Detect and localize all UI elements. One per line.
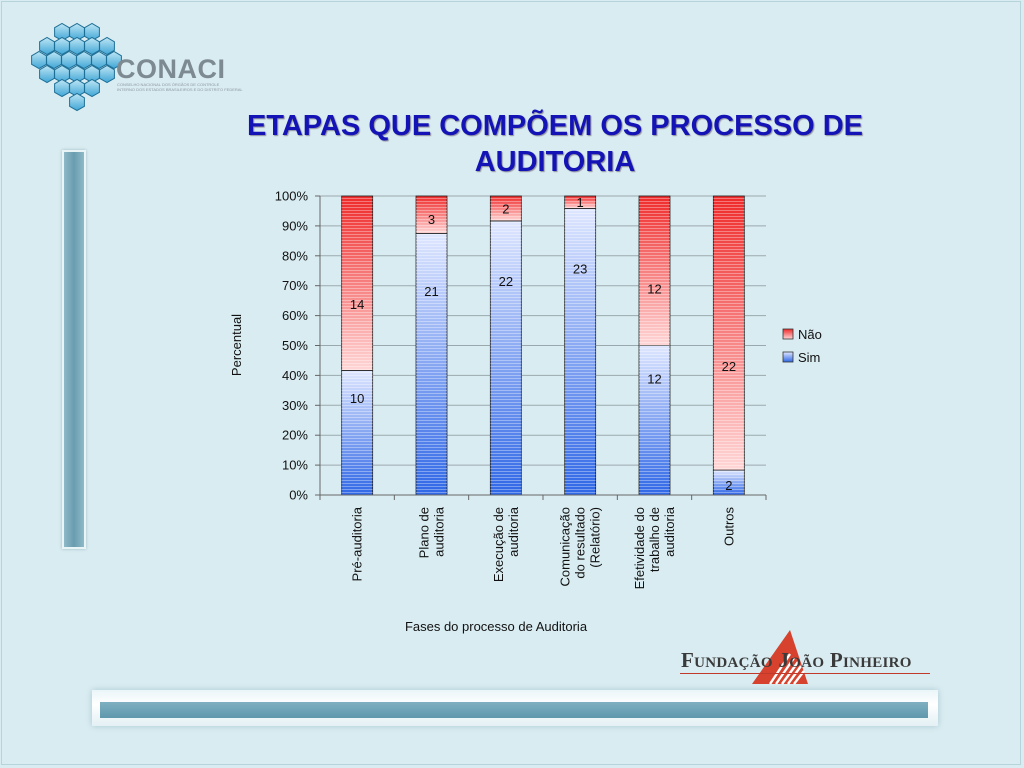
logo-hex-cell xyxy=(106,50,122,70)
conaci-logo-subtitle-2: INTERNO DOS ESTADOS BRASILEIROS E DO DIS… xyxy=(117,87,243,92)
x-tick-label: Efetividade do trabalho de auditoria xyxy=(632,506,677,589)
x-tick-label-line: trabalho de xyxy=(647,507,662,572)
y-tick-label: 90% xyxy=(282,218,308,233)
y-tick-label: 100% xyxy=(275,189,309,204)
x-tick-label: Comunicação do resultado (Relatório) xyxy=(558,507,603,587)
data-label-sim: 10 xyxy=(350,391,364,406)
decorative-side-bar xyxy=(62,150,86,549)
y-tick-label: 60% xyxy=(282,308,308,323)
logo-hex-cell xyxy=(99,64,115,84)
x-tick-label-line: auditoria xyxy=(662,506,677,557)
logo-hex-cell xyxy=(69,92,85,112)
title-line-2: AUDITORIA xyxy=(474,146,636,178)
data-label-nao: 12 xyxy=(647,282,661,297)
bar-texture xyxy=(639,196,670,495)
data-label-sim: 22 xyxy=(499,274,513,289)
bar-texture xyxy=(564,196,596,495)
decorative-bottom-bar xyxy=(92,690,938,726)
y-tick-label: 50% xyxy=(282,338,308,353)
x-tick-label: Outros xyxy=(721,507,736,547)
x-tick-label-line: Outros xyxy=(721,507,736,547)
x-tick-label-line: Plano de xyxy=(417,507,432,558)
fjp-logo-text: Fundação João Pinheiro xyxy=(681,648,912,672)
legend-label: Não xyxy=(798,327,822,342)
data-label-nao: 2 xyxy=(502,201,509,216)
bar-texture xyxy=(490,196,522,495)
page-title: ETAPAS QUE COMPÕEM OS PROCESSO DE AUDITO… xyxy=(160,108,950,180)
legend-swatch xyxy=(782,351,794,363)
data-label-nao: 14 xyxy=(350,297,364,312)
decorative-bottom-bar-fill xyxy=(100,702,928,718)
logo-hex-cell xyxy=(84,22,100,42)
data-label-nao: 22 xyxy=(722,359,736,374)
x-tick-label-line: Efetividade do xyxy=(632,507,647,589)
x-tick-label: Execução de auditoria xyxy=(491,506,521,582)
data-label-nao: 1 xyxy=(577,195,584,210)
x-tick-label: Pré-auditoria xyxy=(350,506,365,581)
x-axis-label: Fases do processo de Auditoria xyxy=(405,619,588,634)
x-tick-label-line: Comunicação xyxy=(558,507,573,587)
y-tick-label: 80% xyxy=(282,248,308,263)
x-tick-label: Plano de auditoria xyxy=(417,506,447,558)
y-axis-label: Percentual xyxy=(229,314,244,376)
y-tick-label: 10% xyxy=(282,458,308,473)
bar-texture xyxy=(713,196,745,495)
x-tick-label-line: do resultado xyxy=(573,507,588,579)
x-tick-label-line: Pré-auditoria xyxy=(350,506,365,581)
y-tick-label: 20% xyxy=(282,428,308,443)
x-tick-label-line: auditoria xyxy=(432,506,447,557)
logo-hex-cell xyxy=(84,78,100,98)
data-label-sim: 2 xyxy=(725,478,732,493)
legend-label: Sim xyxy=(798,350,820,365)
legend-swatch xyxy=(782,328,794,340)
fjp-underline xyxy=(680,673,930,674)
data-label-sim: 21 xyxy=(424,284,438,299)
y-tick-label: 0% xyxy=(289,488,308,503)
data-label-sim: 23 xyxy=(573,261,587,276)
x-tick-label-line: (Relatório) xyxy=(588,507,603,568)
data-label-nao: 3 xyxy=(428,212,435,227)
conaci-logo-subtitle: CONSELHO NACIONAL DOS ÓRGÃOS DE CONTROLE xyxy=(117,82,220,87)
y-tick-label: 40% xyxy=(282,368,308,383)
title-line-1: ETAPAS QUE COMPÕEM OS PROCESSO DE xyxy=(246,110,864,142)
conaci-logo-text: CONACI xyxy=(116,54,226,84)
y-tick-label: 70% xyxy=(282,278,308,293)
bar-texture xyxy=(341,196,373,495)
y-tick-label: 30% xyxy=(282,398,308,413)
bar-texture xyxy=(416,196,447,495)
data-label-sim: 12 xyxy=(647,371,661,386)
x-tick-label-line: auditoria xyxy=(506,506,521,557)
logo-hex-cell xyxy=(99,36,115,56)
conaci-logo-icon xyxy=(31,22,122,112)
x-tick-label-line: Execução de xyxy=(491,507,506,582)
